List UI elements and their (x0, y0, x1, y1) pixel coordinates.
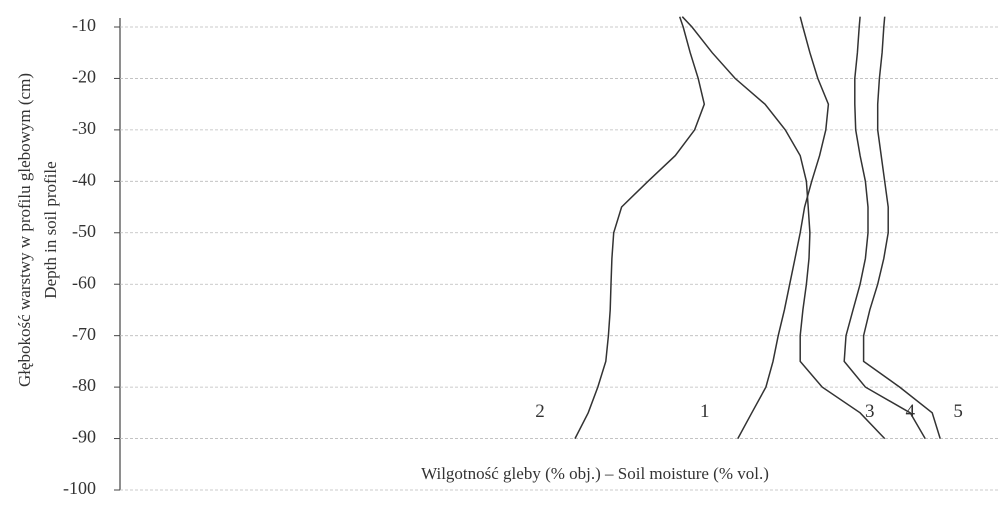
curve-label: 1 (700, 401, 710, 422)
curve-label: 5 (953, 401, 963, 422)
x-axis-label: Wilgotność gleby (% obj.) – Soil moistur… (421, 464, 769, 483)
y-tick-label: -90 (72, 427, 96, 447)
y-axis-label: Depth in soil profile (41, 161, 60, 298)
y-tick-label: -40 (72, 169, 96, 189)
curve (574, 16, 706, 439)
curve (737, 16, 830, 439)
y-tick-label: -10 (72, 15, 96, 35)
curve (681, 16, 886, 440)
y-axis-label: Głębokość warstwy w profilu glebowym (cm… (15, 73, 34, 387)
curve-label: 2 (535, 401, 545, 422)
curve (862, 16, 941, 439)
curve-label: 4 (905, 401, 915, 422)
y-tick-label: -100 (63, 478, 96, 498)
curve-label: 3 (865, 401, 875, 422)
y-tick-label: -70 (72, 324, 96, 344)
y-tick-label: -50 (72, 221, 96, 241)
y-tick-label: -60 (72, 272, 96, 292)
curve (843, 16, 926, 439)
y-tick-label: -20 (72, 67, 96, 87)
y-tick-label: -30 (72, 118, 96, 138)
y-tick-label: -80 (72, 375, 96, 395)
